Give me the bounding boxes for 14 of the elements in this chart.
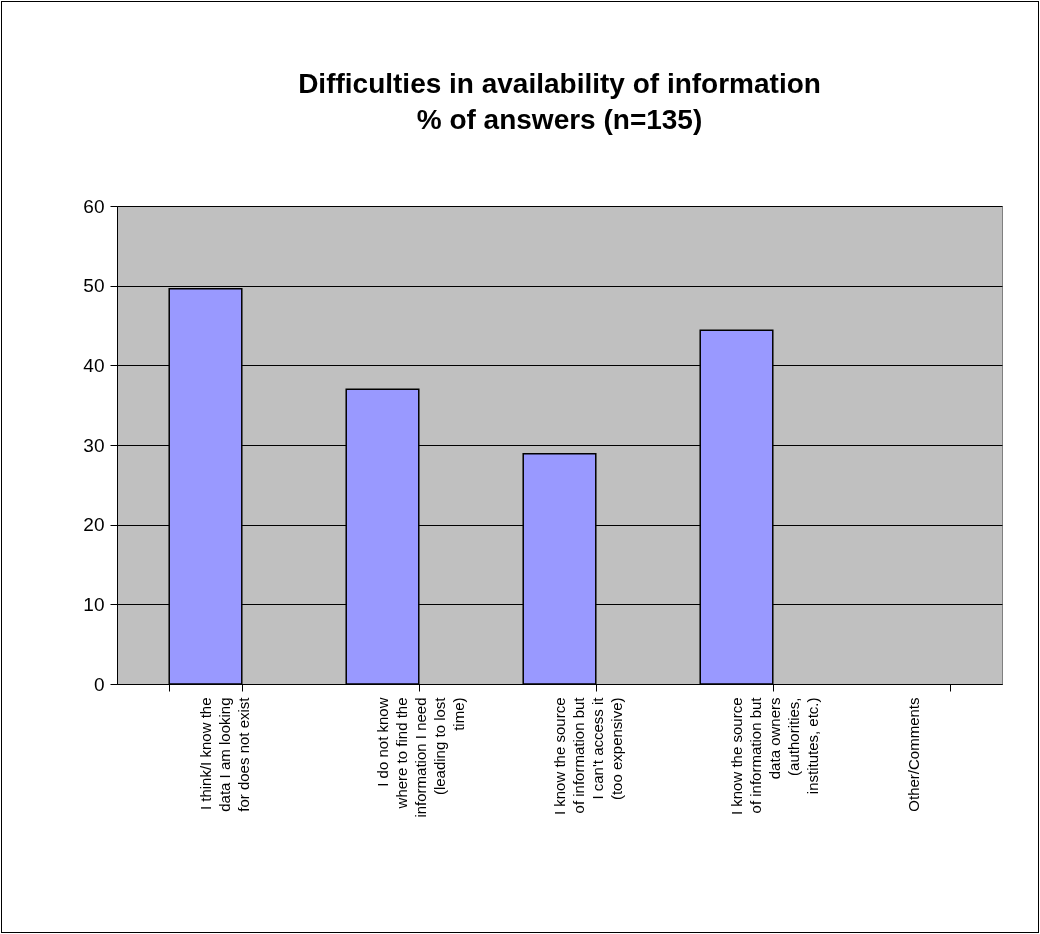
x-tick-label: I know the source of information but I can't access it (too expensive) — [551, 696, 625, 816]
y-tick-label: 0 — [93, 673, 105, 695]
y-tick-label: 10 — [83, 593, 105, 615]
y-tick-label: 60 — [83, 195, 105, 217]
y-tick-label: 40 — [83, 354, 105, 376]
chart-title: Difficulties in availability of information — [298, 68, 821, 99]
x-tick-label: I know the source of information but data owners (authorities, institutes, etc.) — [728, 696, 821, 816]
y-tick-label: 50 — [83, 275, 105, 297]
y-tick-label: 20 — [83, 514, 105, 536]
x-tick-label: I think/I know the data I am looking for does not exist — [197, 696, 252, 812]
x-tick-label: I do not know where to find the information I need (leading to lost time) — [374, 696, 467, 818]
y-tick-label: 30 — [83, 434, 105, 456]
x-tick-label: Other/Comments — [905, 697, 922, 812]
chart-subtitle: % of answers (n=135) — [416, 104, 703, 135]
